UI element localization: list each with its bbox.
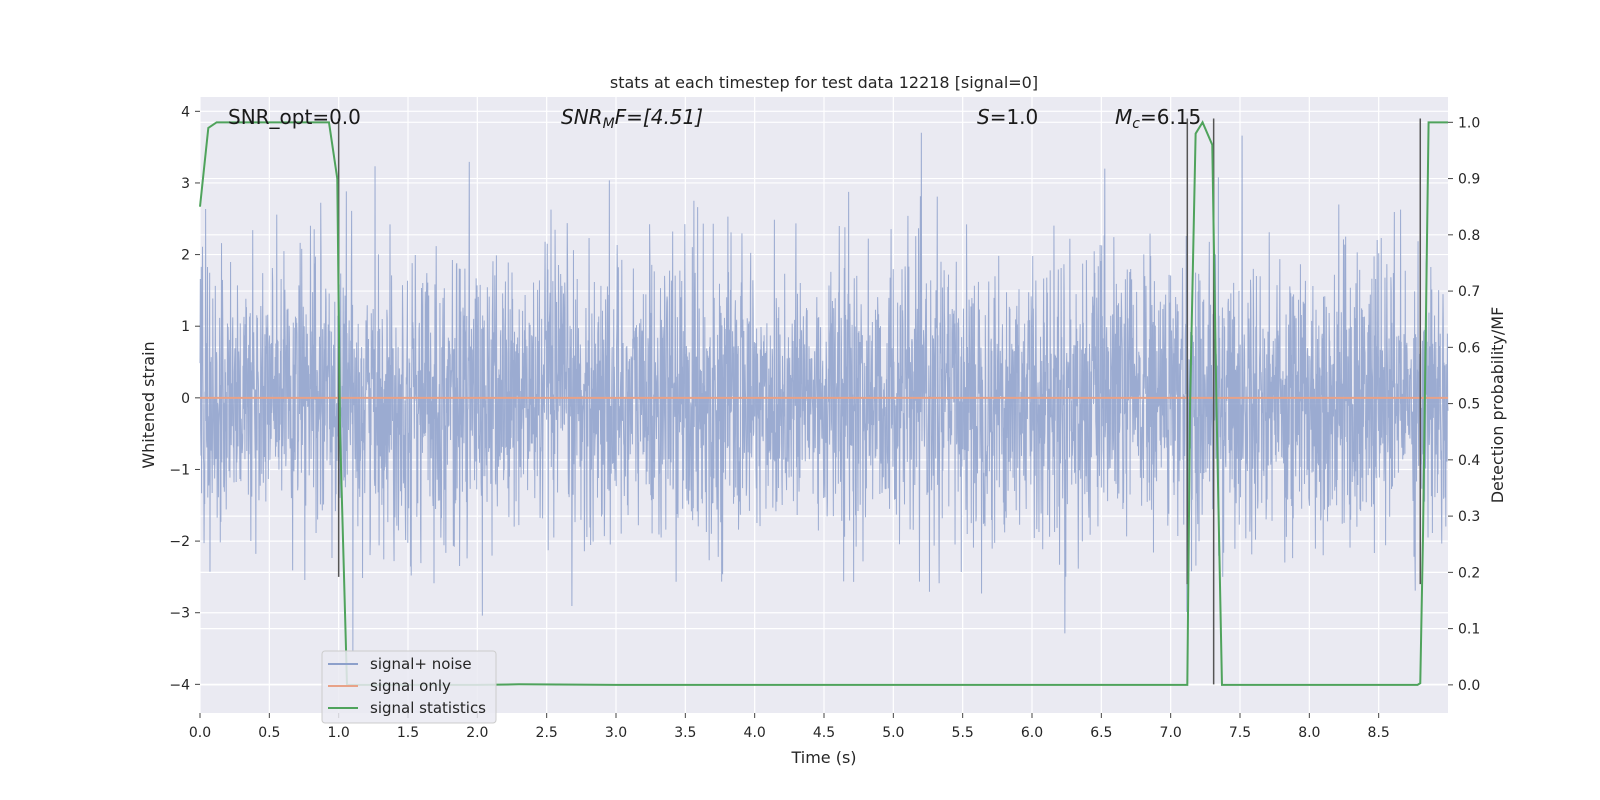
legend: signal+ noise signal only signal statist…: [321, 650, 497, 724]
annotation-snr-mf: SNRMF=[4.51]: [561, 105, 703, 132]
y-right-tick-label: 0.7: [1458, 284, 1480, 300]
x-tick-label: 2.5: [536, 725, 558, 741]
y-right-tick-label: 0.8: [1458, 228, 1480, 244]
y-tick-label: 4: [181, 104, 190, 120]
chart-title: stats at each timestep for test data 122…: [610, 73, 1038, 92]
signal-noise-line: [199, 132, 1449, 652]
y-right-tick-label: 1.0: [1458, 115, 1480, 131]
annotation-s-value: S=1.0: [977, 105, 1038, 129]
y-tick-label: 1: [181, 319, 190, 335]
annotation-snr-opt: SNR_opt=0.0: [228, 105, 361, 129]
x-tick-label: 3.5: [674, 725, 696, 741]
y-axis-right-label: Detection probability/MF: [1488, 307, 1507, 504]
x-tick-label: 5.5: [952, 725, 974, 741]
legend-label-signal-noise: signal+ noise: [370, 655, 472, 673]
x-tick-label: 0.5: [258, 725, 280, 741]
legend-label-signal-only: signal only: [370, 677, 451, 695]
x-tick-label: 8.5: [1368, 725, 1390, 741]
y-axis-left: −4 −3 −2 −1 0 1 2 3 4: [169, 104, 200, 693]
y-right-tick-label: 0.1: [1458, 622, 1480, 638]
y-right-tick-label: 0.3: [1458, 509, 1480, 525]
legend-label-signal-statistics: signal statistics: [370, 699, 486, 717]
x-axis: 0.0 0.5 1.0 1.5 2.0 2.5 3.0 3.5 4.0 4.5 5.0 5.5 6.0 6…: [189, 713, 1390, 741]
x-tick-label: 3.0: [605, 725, 627, 741]
y-tick-label: −3: [169, 606, 190, 622]
y-right-tick-label: 0.2: [1458, 565, 1480, 581]
y-right-tick-label: 0.6: [1458, 340, 1480, 356]
x-tick-label: 7.5: [1229, 725, 1251, 741]
y-right-tick-label: 0.9: [1458, 172, 1480, 188]
x-tick-label: 4.0: [744, 725, 766, 741]
y-tick-label: −4: [169, 677, 190, 693]
annotation-mc-value: Mc=6.15: [1115, 105, 1201, 132]
x-tick-label: 0.0: [189, 725, 211, 741]
legend-box: [321, 650, 497, 724]
x-tick-label: 4.5: [813, 725, 835, 741]
series-signal-noise: [199, 132, 1449, 652]
x-tick-label: 1.0: [328, 725, 350, 741]
y-right-tick-label: 0.5: [1458, 397, 1480, 413]
y-right-tick-label: 0.0: [1458, 678, 1480, 694]
y-right-tick-label: 0.4: [1458, 453, 1480, 469]
x-tick-label: 2.0: [466, 725, 488, 741]
x-axis-label: Time (s): [790, 748, 856, 767]
x-tick-label: 1.5: [397, 725, 419, 741]
x-tick-label: 6.0: [1021, 725, 1043, 741]
y-tick-label: 0: [181, 391, 190, 407]
x-tick-label: 7.0: [1160, 725, 1182, 741]
x-tick-label: 6.5: [1090, 725, 1112, 741]
series-signal-statistics: [199, 120, 1448, 686]
y-tick-label: 3: [181, 176, 190, 192]
y-axis-label: Whitened strain: [139, 341, 158, 468]
x-tick-label: 5.0: [882, 725, 904, 741]
x-tick-label: 8.0: [1298, 725, 1320, 741]
y-axis-right: 0.0 0.1 0.2 0.3 0.4 0.5 0.6 0.7 0.8 0.9 1.0: [1448, 115, 1480, 694]
y-tick-label: 2: [181, 248, 190, 264]
y-tick-label: −2: [169, 534, 190, 550]
signal-statistics-line: [199, 120, 1448, 686]
y-tick-label: −1: [169, 462, 190, 478]
